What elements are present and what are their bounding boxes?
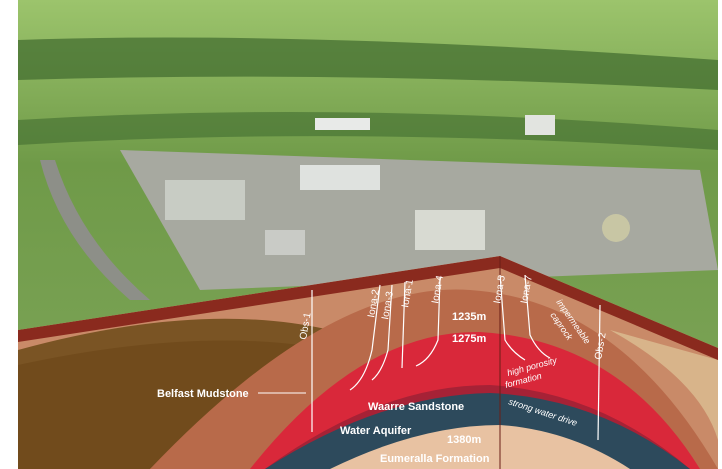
well-label: Iona-3 [380,290,396,320]
layer-label: Belfast Mudstone [157,388,249,400]
depth-label: 1235m [452,311,486,323]
layer-label: Eumeralla Formation [380,453,490,465]
well-label: Obs-2 [593,331,609,360]
depth-label: 1275m [452,333,486,345]
layer-label: Waarre Sandstone [368,401,464,413]
well-label: Iona-2 [366,288,382,318]
layer-label: Water Aquifer [340,425,412,437]
well-label: Obs-1 [298,311,314,340]
well-label: Iona-4 [430,274,446,304]
depth-label: 1380m [447,434,481,446]
well-labels: Obs-1 Iona-2 Iona-3 Iona-1 Iona-4 Iona-5… [298,274,609,360]
well-label: Iona-5 [492,274,508,304]
well-label: Iona-7 [519,274,535,304]
well-label: Iona-1 [400,278,416,308]
